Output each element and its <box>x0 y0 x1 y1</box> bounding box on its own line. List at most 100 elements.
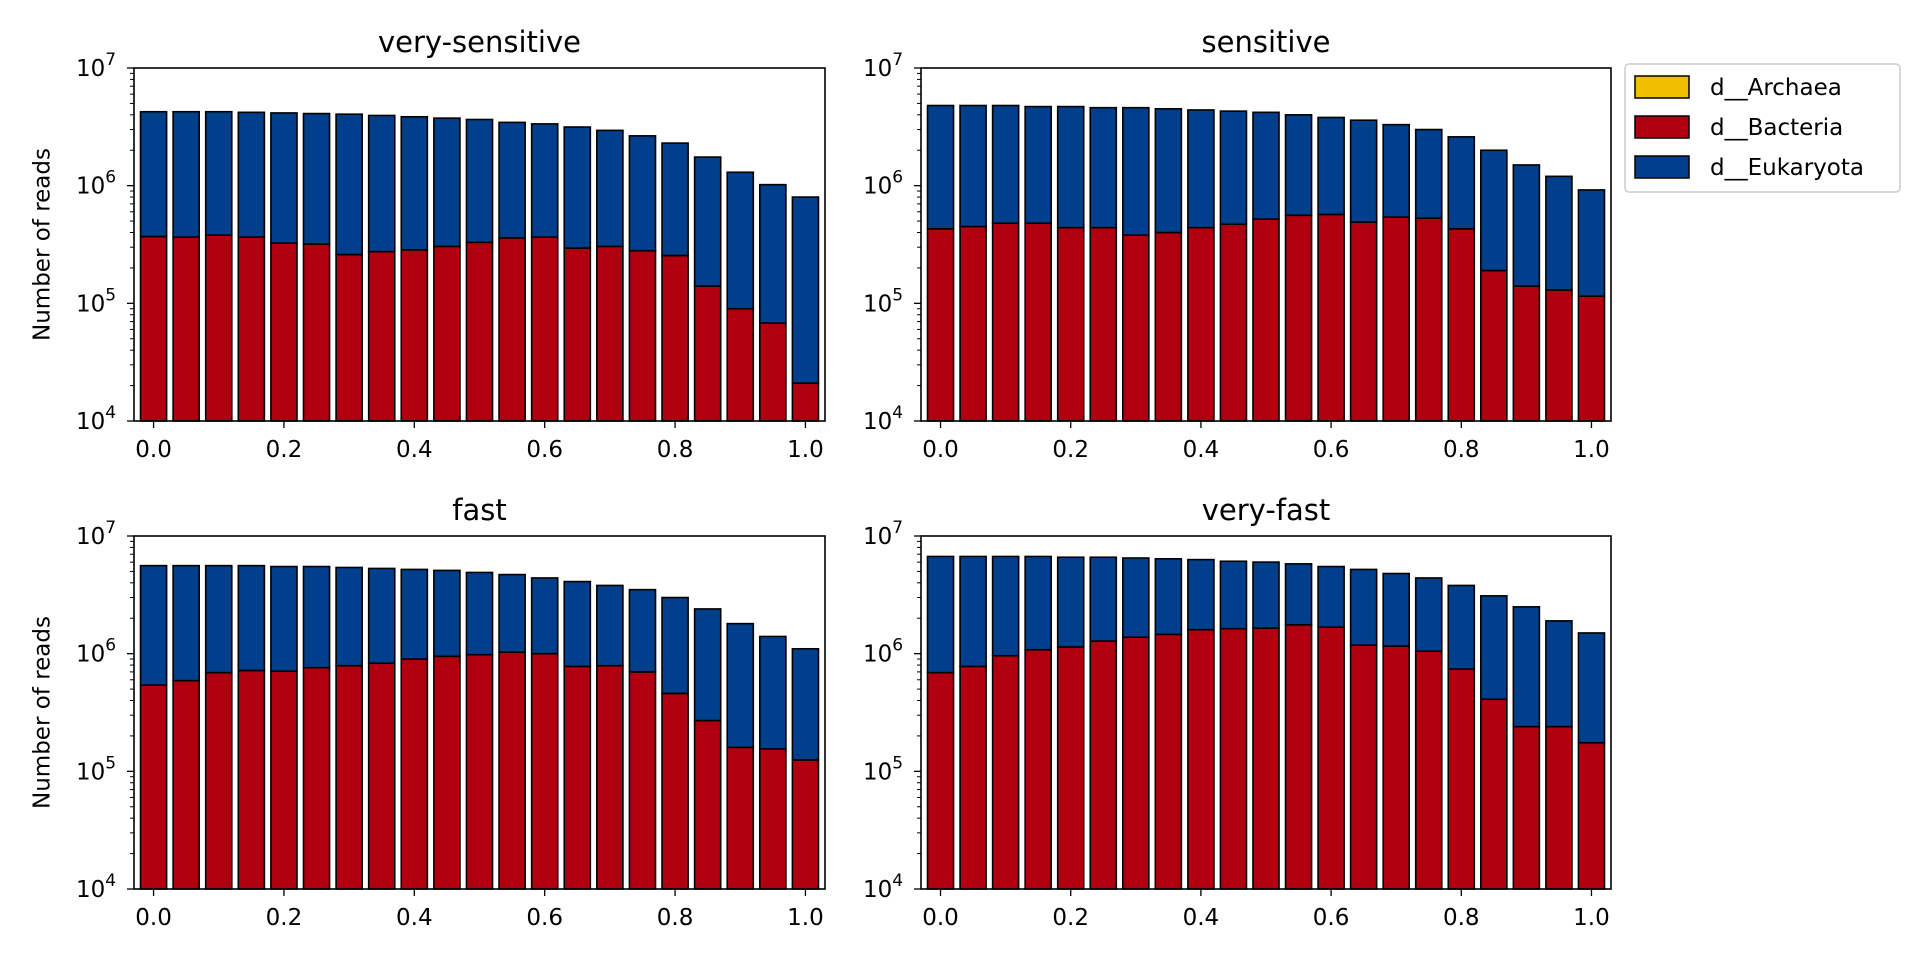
bar-dbacteria <box>335 253 363 422</box>
bar-deukaryota <box>1414 128 1443 219</box>
y-tick-label: 105 <box>863 753 903 785</box>
axes-frame <box>133 67 826 422</box>
y-tick-label: 106 <box>76 168 116 200</box>
bar-dbacteria <box>400 249 429 422</box>
bar-deukaryota <box>1349 568 1378 647</box>
chart-title: very-fast <box>1202 493 1331 527</box>
x-tick-label: 1.0 <box>1573 437 1610 463</box>
x-tick-label: 0.0 <box>922 905 959 931</box>
y-tick-label: 104 <box>863 871 903 903</box>
bar-dbacteria <box>791 759 820 890</box>
bar-dbacteria <box>1545 725 1573 890</box>
bar-deukaryota <box>693 156 722 287</box>
bar-dbacteria <box>204 234 233 422</box>
bar-deukaryota <box>959 104 987 228</box>
bar-dbacteria <box>1349 221 1378 422</box>
bar-dbacteria <box>498 651 526 890</box>
bar-deukaryota <box>530 577 559 655</box>
bar-dbacteria <box>172 679 200 890</box>
bar-deukaryota <box>759 635 787 750</box>
bar-deukaryota <box>1024 105 1052 224</box>
bar-deukaryota <box>628 135 657 252</box>
bar-deukaryota <box>1577 632 1606 744</box>
bar-deukaryota <box>498 121 526 239</box>
bar-dbacteria <box>1414 650 1443 890</box>
bar-dbacteria <box>1252 218 1280 422</box>
legend-label-archaea: d__Archaea <box>1710 75 1842 101</box>
bar-deukaryota <box>1252 561 1280 629</box>
chart-panel-sensitive: 104 105 106 107 0.0 0.2 0.4 0.6 0.8 1.0 sensitive <box>863 25 1612 463</box>
bar-dbacteria <box>1545 289 1573 422</box>
bar-dbacteria <box>400 658 429 890</box>
panels: 104 105 106 107 0.0 0.2 0.4 0.6 0.8 1.0 very-sensi… <box>30 25 1612 931</box>
bar-deukaryota <box>1545 175 1573 291</box>
bar-dbacteria <box>1447 668 1476 890</box>
bar-deukaryota <box>661 596 689 695</box>
bar-dbacteria <box>465 241 494 422</box>
bar-deukaryota <box>628 588 657 673</box>
bar-dbacteria <box>433 245 461 422</box>
x-tick-label: 1.0 <box>1573 905 1610 931</box>
bar-dbacteria <box>1252 627 1280 890</box>
bar-deukaryota <box>926 104 955 230</box>
bar-dbacteria <box>991 222 1020 422</box>
bar-deukaryota <box>172 110 200 238</box>
bar-deukaryota <box>335 113 363 256</box>
axes-frame <box>920 535 1612 890</box>
bar-deukaryota <box>1187 109 1215 229</box>
y-tick-label: 106 <box>863 636 903 668</box>
bar-dbacteria <box>1089 640 1118 890</box>
bar-deukaryota <box>959 555 987 668</box>
chart-panel-very-sensitive: 104 105 106 107 0.0 0.2 0.4 0.6 0.8 1.0 very-sensi… <box>30 25 826 463</box>
x-tick-label: 1.0 <box>787 905 824 931</box>
bar-dbacteria <box>465 653 494 890</box>
bar-deukaryota <box>1056 105 1085 229</box>
x-tick-label: 0.0 <box>135 437 172 463</box>
bar-dbacteria <box>1056 226 1085 422</box>
bar-dbacteria <box>1187 226 1215 422</box>
bar-dbacteria <box>1284 214 1313 422</box>
bar-deukaryota <box>335 566 363 667</box>
bar-dbacteria <box>237 669 266 890</box>
bar-dbacteria <box>302 243 331 422</box>
bar-deukaryota <box>1219 110 1248 226</box>
bar-deukaryota <box>1121 106 1150 236</box>
legend: d__Archaea d__Bacteria d__Eukaryota <box>1624 63 1901 193</box>
bar-deukaryota <box>1089 556 1118 642</box>
x-tick-label: 0.2 <box>1052 437 1089 463</box>
bar-deukaryota <box>1154 558 1183 636</box>
bar-dbacteria <box>1382 645 1411 890</box>
bar-deukaryota <box>1024 555 1052 651</box>
bar-dbacteria <box>1154 633 1183 890</box>
x-tick-label: 0.0 <box>922 437 959 463</box>
legend-label-bacteria: d__Bacteria <box>1710 115 1843 141</box>
bar-deukaryota <box>139 110 168 238</box>
bar-deukaryota <box>270 565 298 672</box>
bar-deukaryota <box>1089 106 1118 229</box>
bar-deukaryota <box>1414 577 1443 652</box>
x-tick-label: 0.2 <box>266 437 303 463</box>
bar-dbacteria <box>367 250 396 422</box>
bar-dbacteria <box>791 382 820 422</box>
bar-dbacteria <box>1577 741 1606 890</box>
bar-dbacteria <box>237 236 266 422</box>
bar-dbacteria <box>1480 269 1508 422</box>
bar-dbacteria <box>302 666 331 890</box>
bar-deukaryota <box>237 111 266 238</box>
legend-swatch-bacteria <box>1634 115 1690 139</box>
bar-deukaryota <box>1284 563 1313 626</box>
bar-deukaryota <box>1252 111 1280 220</box>
bar-deukaryota <box>1480 595 1508 701</box>
bar-dbacteria <box>759 748 787 890</box>
x-tick-label: 0.6 <box>1313 905 1350 931</box>
bar-dbacteria <box>204 671 233 890</box>
bar-dbacteria <box>1187 628 1215 890</box>
x-tick-label: 0.6 <box>526 905 563 931</box>
bar-deukaryota <box>367 114 396 253</box>
bar-dbacteria <box>726 746 755 890</box>
bar-deukaryota <box>1447 136 1476 230</box>
bar-dbacteria <box>959 665 987 890</box>
bar-deukaryota <box>1447 584 1476 670</box>
bar-deukaryota <box>1121 557 1150 639</box>
bar-dbacteria <box>1447 228 1476 422</box>
